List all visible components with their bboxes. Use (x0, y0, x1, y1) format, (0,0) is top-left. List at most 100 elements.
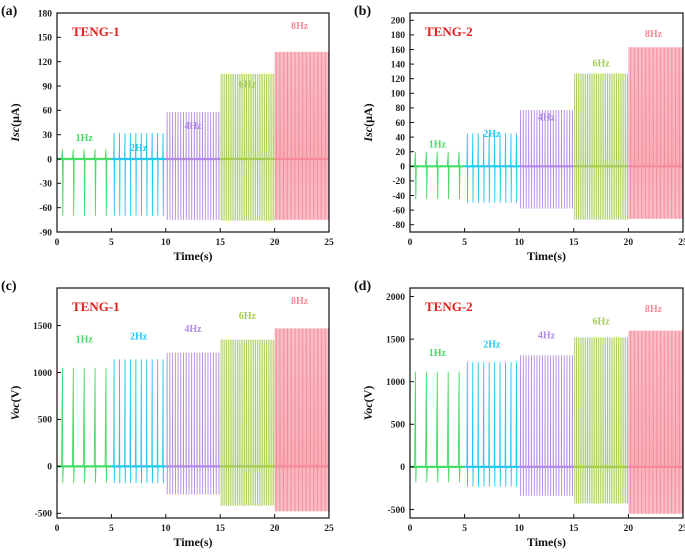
frequency-label: 4Hz (184, 121, 202, 132)
y-tick-label: -500 (388, 506, 406, 516)
y-axis-label-part: oc (8, 402, 22, 414)
y-tick-label: 1500 (386, 335, 405, 345)
y-axis-label-part: I (8, 136, 22, 143)
series-4Hz (165, 111, 221, 220)
x-tick-label: 5 (462, 238, 467, 248)
chart-panel-1: 1Hz 2Hz 4Hz 6Hz 8Hz 0 5 10 15 20 25 -80 -60 -40 -20 0 20… (354, 4, 685, 263)
chart-title: TENG-1 (72, 299, 120, 314)
peak-2Hz (134, 133, 137, 216)
y-axis-label-part: I (361, 136, 375, 143)
y-tick-label: 500 (391, 421, 406, 431)
plot-frame (56, 287, 330, 519)
series-4Hz (519, 110, 574, 209)
chart-title: TENG-1 (72, 24, 120, 39)
series-2Hz (464, 133, 520, 203)
y-tick-label: 0 (47, 463, 52, 473)
x-tick-label: 15 (569, 524, 579, 534)
y-tick-label: 140 (391, 60, 406, 70)
peak-1Hz (61, 367, 64, 484)
x-tick-label: 15 (215, 238, 225, 248)
peak-2Hz (129, 359, 132, 484)
y-tick-label: 180 (38, 9, 53, 19)
peak-2Hz (499, 133, 501, 203)
y-tick-label: 500 (38, 416, 53, 426)
series-4Hz (519, 355, 574, 496)
x-axis-label: Time(s) (527, 535, 566, 549)
y-axis-label-part: (V) (361, 386, 375, 403)
peak-2Hz (118, 133, 121, 216)
series-2Hz (111, 133, 166, 216)
frequency-label: 8Hz (645, 304, 663, 315)
peak-2Hz (124, 133, 126, 216)
series-6Hz (220, 339, 275, 506)
peak-1Hz (425, 151, 428, 200)
x-tick-label: 20 (270, 238, 280, 248)
y-tick-label: 0 (400, 163, 405, 173)
peak-2Hz (145, 359, 148, 484)
frequency-label: 8Hz (645, 29, 663, 40)
series-4Hz (165, 352, 221, 495)
peak-2Hz (482, 362, 485, 487)
frequency-label: 1Hz (76, 133, 94, 144)
y-axis-label-part: V (8, 411, 22, 420)
peak-2Hz (124, 359, 126, 484)
peak-1Hz (82, 149, 86, 216)
peak-1Hz (457, 371, 461, 483)
x-tick-label: 25 (324, 524, 334, 534)
chart-panel-3: 1Hz2Hz4Hz6Hz8Hz0510152025-50005001000150… (354, 279, 685, 549)
y-tick-label: 180 (391, 31, 406, 41)
series-6Hz (573, 337, 629, 504)
series-6Hz (220, 73, 275, 221)
peak-2Hz (134, 359, 137, 484)
peak-2Hz (499, 362, 501, 487)
peak-2Hz (471, 362, 474, 487)
peak-2Hz (488, 133, 491, 203)
series-1Hz (57, 367, 112, 484)
series-8Hz (274, 328, 329, 512)
peak-1Hz (104, 149, 108, 216)
y-axis-label-part: (μA) (8, 103, 22, 126)
peak-1Hz (446, 151, 450, 200)
frequency-label: 1Hz (429, 139, 447, 150)
y-axis-label: Voc(V) (361, 386, 375, 421)
frequency-label: 4Hz (538, 330, 556, 341)
peak-2Hz (515, 133, 518, 203)
peak-2Hz (156, 359, 159, 484)
x-tick-label: 25 (324, 238, 334, 248)
peak-2Hz (151, 359, 154, 484)
peak-2Hz (151, 133, 154, 216)
y-tick-label: 60 (396, 119, 406, 129)
frequency-label: 8Hz (291, 296, 309, 307)
x-tick-label: 0 (55, 238, 60, 248)
y-tick-label: 20 (396, 148, 406, 158)
x-axis-label: Time(s) (173, 535, 212, 549)
y-axis-label-part: (μA) (361, 103, 375, 126)
x-tick-label: 15 (215, 524, 225, 534)
x-tick-label: 10 (161, 238, 171, 248)
plot-frame (409, 287, 684, 519)
x-tick-label: 0 (408, 238, 413, 248)
series-6Hz (573, 73, 629, 220)
peak-1Hz (104, 367, 108, 484)
peak-2Hz (471, 133, 474, 203)
peak-2Hz (113, 133, 116, 216)
frequency-label: 4Hz (538, 112, 556, 123)
y-tick-label: 40 (396, 133, 406, 143)
y-tick-label: 90 (43, 82, 53, 92)
panel-label: (b) (354, 4, 371, 19)
peak-2Hz (510, 133, 512, 203)
y-tick-label: 150 (38, 34, 53, 44)
peak-1Hz (72, 149, 75, 216)
peak-1Hz (435, 371, 439, 483)
y-axis-label-part: sc (361, 126, 375, 138)
frequency-label: 2Hz (483, 340, 501, 351)
x-tick-label: 20 (270, 524, 280, 534)
y-tick-label: 120 (391, 75, 406, 85)
y-axis-label-part: oc (361, 402, 375, 414)
x-tick-label: 0 (408, 524, 413, 534)
signal-group (57, 51, 329, 221)
frequency-label: 1Hz (429, 348, 447, 359)
frequency-label: 6Hz (239, 311, 257, 322)
y-axis-label: Isc(μA) (8, 103, 22, 142)
